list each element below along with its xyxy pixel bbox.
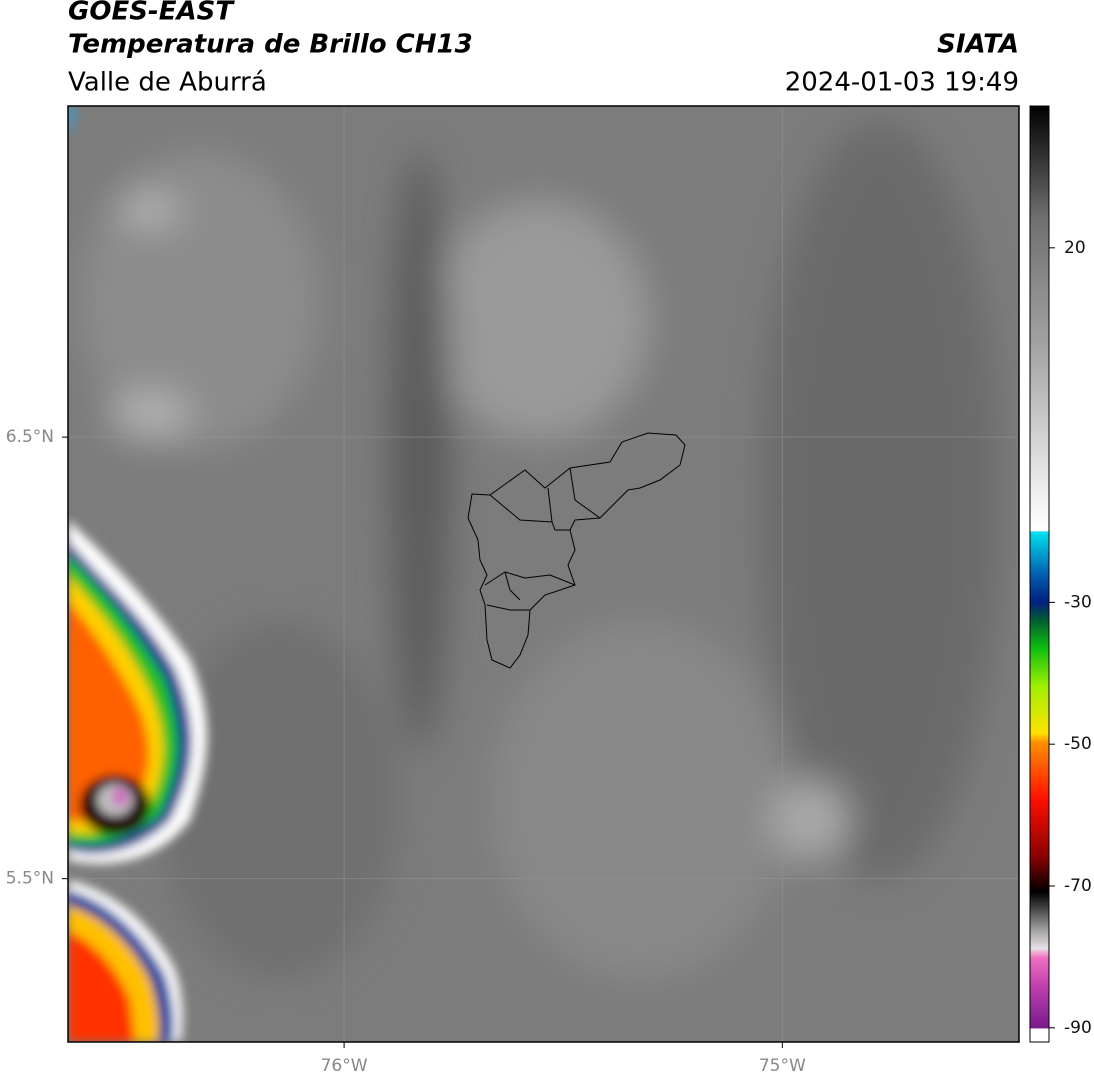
region-outline [467,432,686,669]
colorbar-tick-label: -30 [1064,592,1092,612]
region: Valle de Aburrá [68,68,267,98]
satellite-image [68,106,1019,1042]
datetime: 2024-01-03 19:49 [785,68,1019,98]
x-tick-label: 75°W [759,1056,806,1076]
subtitle: Temperatura de Brillo CH13 [68,30,473,60]
title: GOES-EAST [68,0,235,27]
y-tick-label: 5.5°N [6,869,54,889]
colorbar-tick-label: -70 [1064,876,1092,896]
x-tick-label: 76°W [321,1056,368,1076]
colorbar-tick-label: -50 [1064,734,1092,754]
colorbar-tick-label: -90 [1064,1018,1092,1038]
colorbar [1029,105,1050,1043]
colorbar-tick-label: 20 [1064,238,1086,258]
map-frame [67,105,1020,1043]
y-tick-label: 6.5°N [6,427,54,447]
source: SIATA [937,30,1019,60]
